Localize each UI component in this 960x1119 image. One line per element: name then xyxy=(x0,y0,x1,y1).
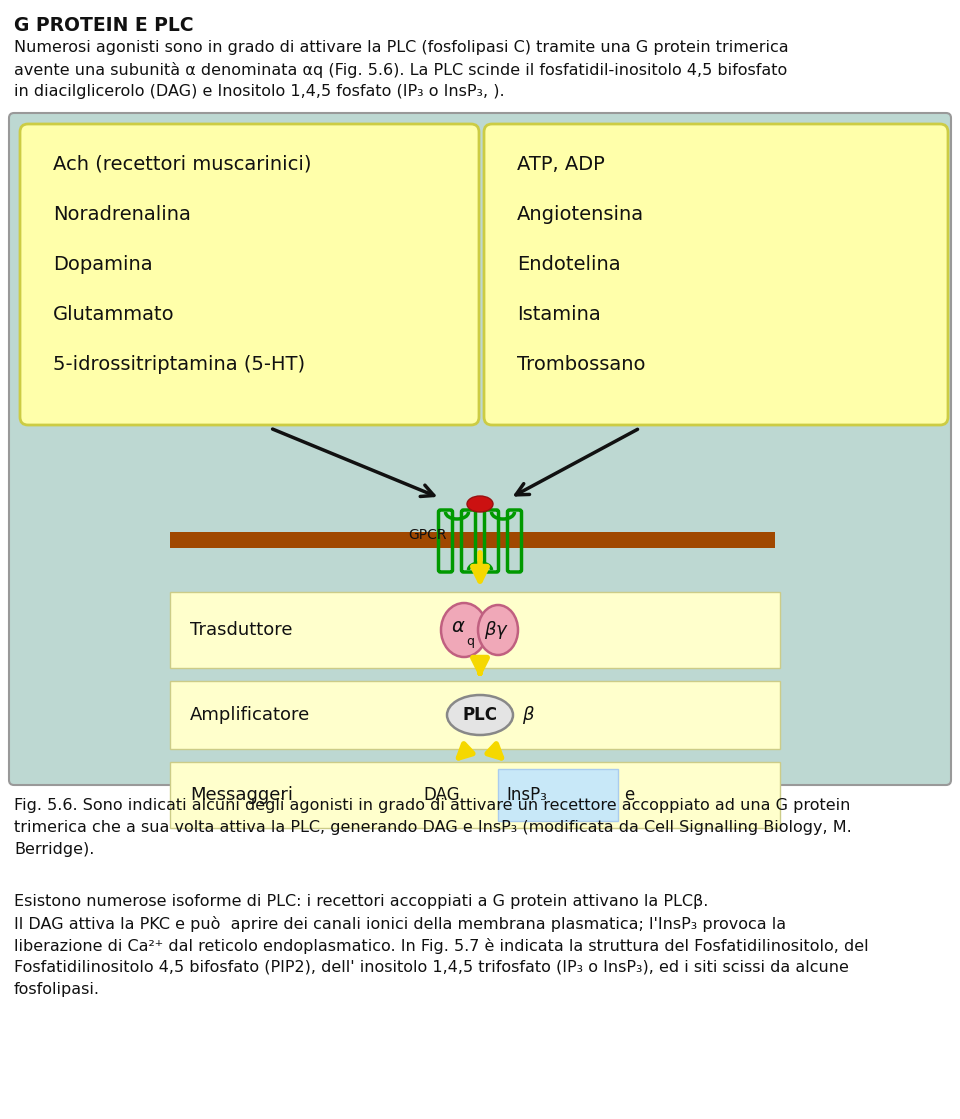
Text: Ach (recettori muscarinici): Ach (recettori muscarinici) xyxy=(53,154,311,173)
Text: Endotelina: Endotelina xyxy=(517,254,620,273)
FancyBboxPatch shape xyxy=(9,113,951,786)
Text: InsP₃: InsP₃ xyxy=(506,786,547,803)
Text: GPCR: GPCR xyxy=(408,528,446,542)
Text: in diacilglicerolo (DAG) e Inositolo 1,4,5 fosfato (IP₃ o InsP₃, ).: in diacilglicerolo (DAG) e Inositolo 1,4… xyxy=(14,84,505,98)
Text: Trombossano: Trombossano xyxy=(517,355,645,374)
Text: G PROTEIN E PLC: G PROTEIN E PLC xyxy=(14,16,194,35)
Text: ATP, ADP: ATP, ADP xyxy=(517,154,605,173)
Bar xyxy=(498,769,618,821)
Text: e: e xyxy=(624,786,635,803)
Text: Fig. 5.6. Sono indicati alcuni degli agonisti in grado di attivare un recettore : Fig. 5.6. Sono indicati alcuni degli ago… xyxy=(14,798,851,814)
Text: DAG: DAG xyxy=(423,786,460,803)
Ellipse shape xyxy=(447,695,513,735)
Text: Fosfatidilinositolo 4,5 bifosfato (PIP2), dell' inositolo 1,4,5 trifosfato (IP₃ : Fosfatidilinositolo 4,5 bifosfato (PIP2)… xyxy=(14,960,849,975)
Text: q: q xyxy=(466,636,474,649)
Text: Trasduttore: Trasduttore xyxy=(190,621,293,639)
Text: Istamina: Istamina xyxy=(517,304,601,323)
Text: $\alpha$: $\alpha$ xyxy=(450,618,466,637)
Text: Noradrenalina: Noradrenalina xyxy=(53,205,191,224)
Text: PLC: PLC xyxy=(463,706,497,724)
Bar xyxy=(170,532,775,548)
Bar xyxy=(170,592,780,668)
Text: β: β xyxy=(522,706,534,724)
Text: Berridge).: Berridge). xyxy=(14,841,94,857)
Text: Dopamina: Dopamina xyxy=(53,254,153,273)
Bar xyxy=(170,762,780,828)
Text: Messaggeri: Messaggeri xyxy=(190,786,293,803)
Text: Esistono numerose isoforme di PLC: i recettori accoppiati a G protein attivano l: Esistono numerose isoforme di PLC: i rec… xyxy=(14,894,708,909)
Text: Il DAG attiva la PKC e può  aprire dei canali ionici della membrana plasmatica; : Il DAG attiva la PKC e può aprire dei ca… xyxy=(14,916,786,932)
Text: 5-idrossitriptamina (5-HT): 5-idrossitriptamina (5-HT) xyxy=(53,355,305,374)
Text: Amplificatore: Amplificatore xyxy=(190,706,310,724)
FancyBboxPatch shape xyxy=(20,124,479,425)
Text: trimerica che a sua volta attiva la PLC, generando DAG e InsP₃ (modificata da Ce: trimerica che a sua volta attiva la PLC,… xyxy=(14,820,852,835)
Text: Numerosi agonisti sono in grado di attivare la PLC (fosfolipasi C) tramite una G: Numerosi agonisti sono in grado di attiv… xyxy=(14,40,788,55)
Ellipse shape xyxy=(441,603,487,657)
Bar xyxy=(170,681,780,749)
Text: liberazione di Ca²⁺ dal reticolo endoplasmatico. In Fig. 5.7 è indicata la strut: liberazione di Ca²⁺ dal reticolo endopla… xyxy=(14,938,869,955)
Text: avente una subunità α denominata αq (Fig. 5.6). La PLC scinde il fosfatidil-inos: avente una subunità α denominata αq (Fig… xyxy=(14,62,787,78)
FancyBboxPatch shape xyxy=(484,124,948,425)
Ellipse shape xyxy=(467,496,493,513)
Ellipse shape xyxy=(478,605,518,655)
Text: $\beta\gamma$: $\beta\gamma$ xyxy=(484,619,509,641)
Text: Angiotensina: Angiotensina xyxy=(517,205,644,224)
Text: Glutammato: Glutammato xyxy=(53,304,175,323)
Text: fosfolipasi.: fosfolipasi. xyxy=(14,982,100,997)
